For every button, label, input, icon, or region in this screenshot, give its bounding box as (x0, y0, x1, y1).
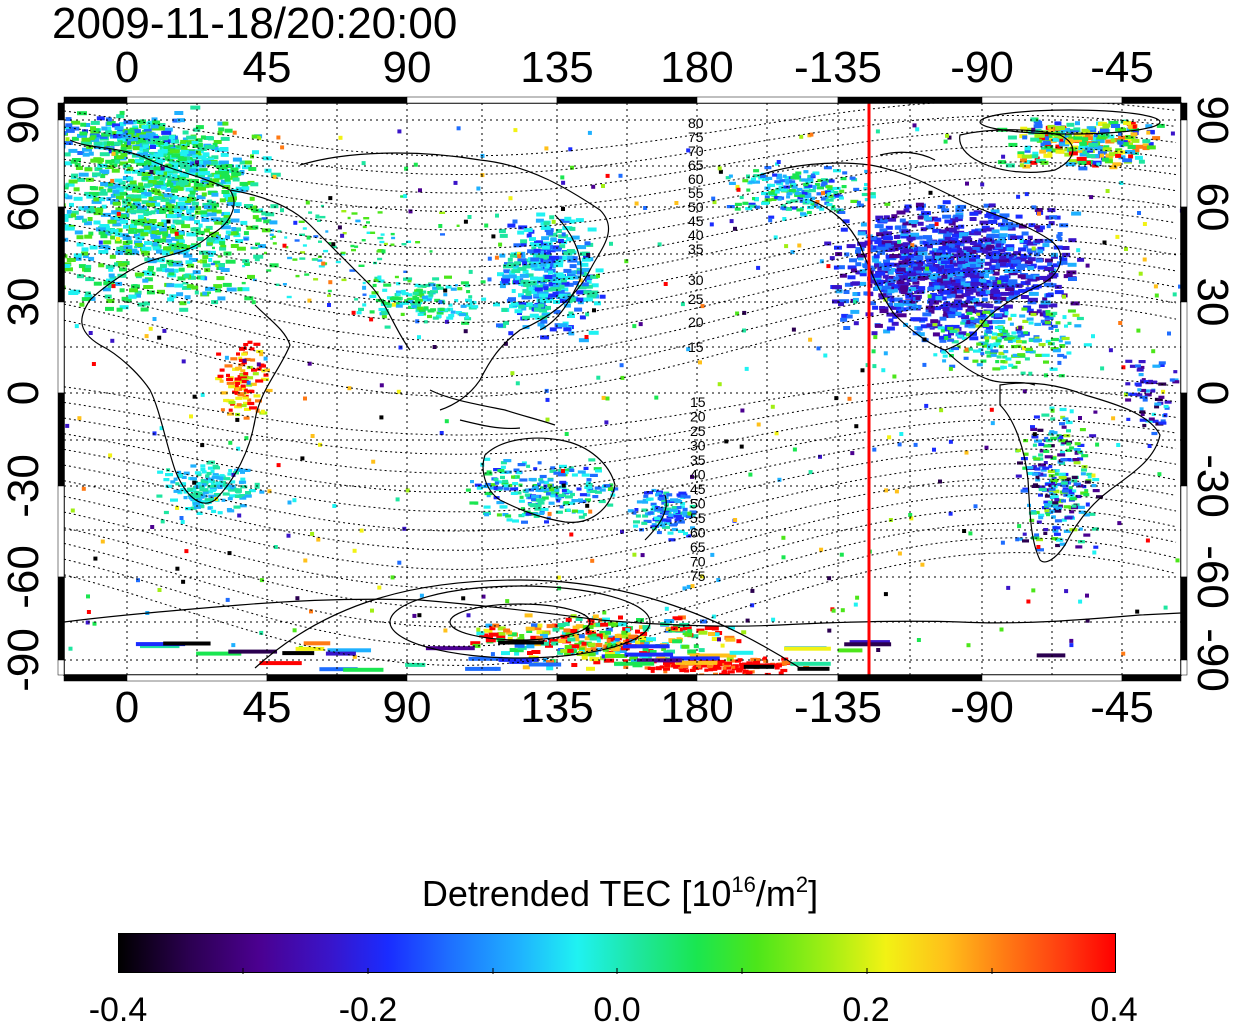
contour-label: 30 (688, 272, 704, 288)
colorbar-tick-label: 0.2 (842, 990, 889, 1030)
contour-label: 25 (688, 291, 704, 307)
contour-label: 20 (688, 314, 704, 330)
colorbar-title-unit: /m (756, 873, 796, 914)
colorbar-title-exponent-2: 2 (796, 872, 808, 897)
colorbar-tick-label: -0.4 (89, 990, 148, 1030)
colorbar-title: Detrended TEC [1016/m2] (0, 872, 1240, 916)
colorbar-tick-label: 0.0 (593, 990, 640, 1030)
colorbar-title-main: Detrended TEC [10 (422, 873, 732, 914)
colorbar-tick-label: -0.2 (339, 990, 398, 1030)
colorbar-ticks (119, 934, 1117, 974)
colorbar-tick-label: 0.4 (1090, 990, 1137, 1030)
contour-label: 75 (690, 568, 706, 584)
contour-label: 15 (688, 339, 704, 355)
contour-labels: 8075706560555045403530252015152025303540… (688, 115, 706, 584)
tec-map: 8075706560555045403530252015152025303540… (0, 0, 1240, 720)
contour-label: 35 (688, 241, 704, 257)
colorbar-title-exponent: 16 (731, 872, 755, 897)
colorbar-title-end: ] (808, 873, 818, 914)
colorbar (118, 933, 1116, 973)
